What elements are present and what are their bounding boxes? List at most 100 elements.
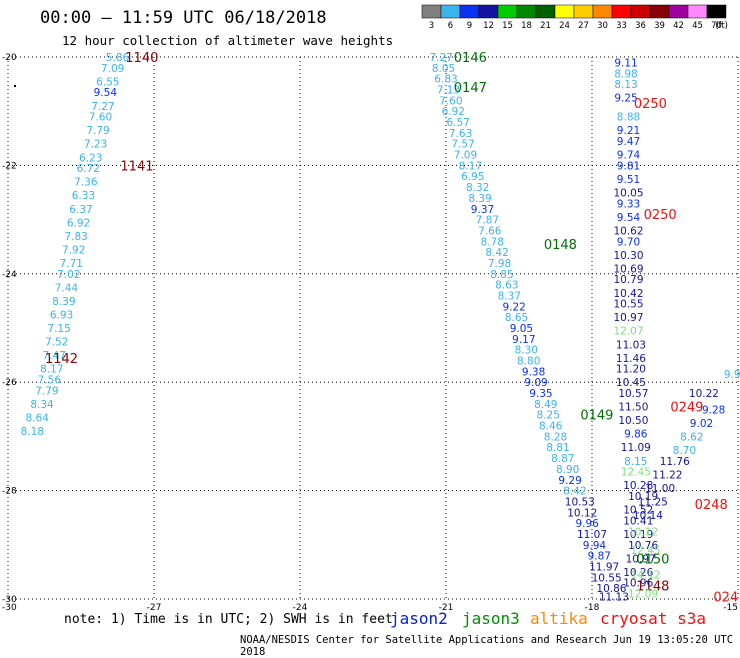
wave-height-point: 9.28 (702, 404, 725, 416)
wave-height-point: 6.33 (72, 190, 95, 202)
wave-height-point: 8.64 (26, 412, 50, 424)
color-scale-label: 18 (521, 21, 532, 31)
wave-height-point: 10.57 (618, 388, 648, 400)
wave-height-point: 9.29 (558, 475, 581, 487)
stray-dot (14, 85, 16, 87)
wave-height-point: 9.33 (617, 198, 640, 210)
wave-height-point: 8.39 (52, 296, 75, 308)
x-tick-label: -18 (585, 603, 600, 613)
wave-height-point: 8.05 (432, 63, 455, 75)
wave-height-point: 12.09 (628, 589, 658, 601)
wave-height-point: 10.45 (616, 377, 646, 389)
wave-height-point: 10.69 (613, 263, 643, 275)
wave-height-point: 12.45 (621, 467, 651, 479)
wave-height-point: 9.54 (94, 87, 118, 99)
pass-time-label: 0150 (636, 552, 669, 567)
y-tick-label: -30 (2, 595, 17, 605)
x-tick-label: -30 (2, 603, 17, 613)
track-0: 5.867.096.559.547.277.607.797.236.236.72… (21, 51, 159, 438)
color-scale-swatch (687, 4, 708, 19)
color-scale-swatch (649, 4, 670, 19)
color-scale-label: 12 (483, 21, 494, 31)
color-scale-label: 45 (692, 21, 703, 31)
wave-height-point: 9.05 (510, 323, 533, 335)
color-scale-label: 33 (616, 21, 627, 31)
wave-height-point: 12.45 (631, 545, 661, 557)
wave-height-point: 7.56 (38, 374, 62, 386)
wave-height-point: 8.70 (673, 445, 696, 457)
pass-time-label: 1142 (45, 352, 78, 367)
wave-height-point: 7.83 (64, 231, 87, 243)
wave-height-point: 7.98 (488, 258, 511, 270)
wave-height-point: 10.22 (689, 388, 719, 400)
wave-height-point: 7.09 (454, 150, 477, 162)
wave-height-point: 7.27 (91, 101, 114, 113)
color-scale-swatch (630, 4, 651, 19)
wave-height-point: 6.83 (434, 74, 457, 86)
wave-height-point: 10.62 (613, 225, 643, 237)
wave-height-point: 11.46 (616, 353, 646, 365)
color-scale-label: 21 (540, 21, 551, 31)
color-scale-swatch (573, 4, 594, 19)
pass-time-label: 0249 (670, 401, 703, 416)
color-scale-label: 27 (578, 21, 589, 31)
pass-time-label: 0248 (695, 498, 728, 513)
wave-height-point: 9.38 (522, 366, 545, 378)
wave-height-point: 9.37 (471, 204, 494, 216)
wave-height-point: 9.54 (617, 212, 641, 224)
wave-height-point: 10.05 (613, 188, 643, 200)
wave-height-point: 7.23 (84, 139, 107, 151)
wave-height-point: 10.76 (628, 540, 658, 552)
color-scale-label: 70 (711, 21, 722, 31)
wave-height-point: 10.19 (623, 529, 653, 541)
wave-height-point: 8.63 (495, 280, 518, 292)
wave-height-point: 10.55 (613, 299, 643, 311)
wave-height-point: 11.09 (621, 442, 651, 454)
wave-height-point: 7.71 (60, 258, 83, 270)
x-tick-label: -27 (147, 603, 162, 613)
wave-height-point: 9.51 (617, 174, 640, 186)
wave-height-point: 9.25 (614, 93, 637, 105)
color-scale-swatch (592, 4, 613, 19)
x-tick-label: -15 (723, 603, 738, 613)
y-tick-label: -20 (2, 53, 17, 63)
wave-height-point: 10.96 (623, 578, 653, 590)
wave-height-point: 10.53 (565, 496, 595, 508)
wave-height-point: 10.14 (633, 510, 663, 522)
wave-height-point: 8.28 (544, 431, 567, 443)
wave-height-point: 10.42 (613, 288, 643, 300)
color-scale-label: 15 (502, 21, 513, 31)
satellite-legend-item: jason3 (462, 609, 520, 628)
x-tick-label: -21 (439, 603, 454, 613)
wave-height-point: 8.46 (539, 421, 563, 433)
color-scale-label: 3 (429, 21, 434, 31)
x-tick-label: -24 (293, 603, 308, 613)
color-scale-swatch (421, 4, 442, 19)
wave-height-point: 7.13 (437, 85, 460, 97)
wave-height-point: 8.42 (563, 486, 586, 498)
wave-height-point: 7.15 (47, 323, 70, 335)
wave-height-point: 11.07 (577, 529, 607, 541)
wave-height-point: 7.79 (35, 385, 58, 397)
wave-height-point: 11.03 (616, 339, 646, 351)
wave-height-point: 8.88 (617, 112, 640, 124)
wave-height-point: 6.72 (77, 163, 100, 175)
wave-height-point: 11.25 (638, 496, 668, 508)
wave-height-point: 8.13 (614, 79, 637, 91)
color-scale-swatch (668, 4, 689, 19)
wave-height-point: 7.66 (478, 225, 502, 237)
wave-height-point: 8.17 (40, 364, 63, 376)
wave-height-point: 9.96 (575, 518, 599, 530)
wave-height-point: 11.50 (618, 402, 648, 414)
wave-height-point: 8.37 (498, 290, 521, 302)
pass-time-label: 024 (713, 590, 738, 605)
wave-height-point: 11.00 (645, 483, 675, 495)
pass-time-label: 0148 (544, 238, 577, 253)
wave-height-point: 7.87 (476, 215, 499, 227)
wave-height-point: 7.47 (43, 350, 66, 362)
wave-height-point: 8.81 (546, 442, 569, 454)
pass-time-label: 1140 (125, 51, 158, 66)
wave-height-point: 9.17 (512, 334, 535, 346)
satellite-legend-item: jason2 (390, 609, 448, 628)
wave-height-point: 8.87 (551, 453, 574, 465)
